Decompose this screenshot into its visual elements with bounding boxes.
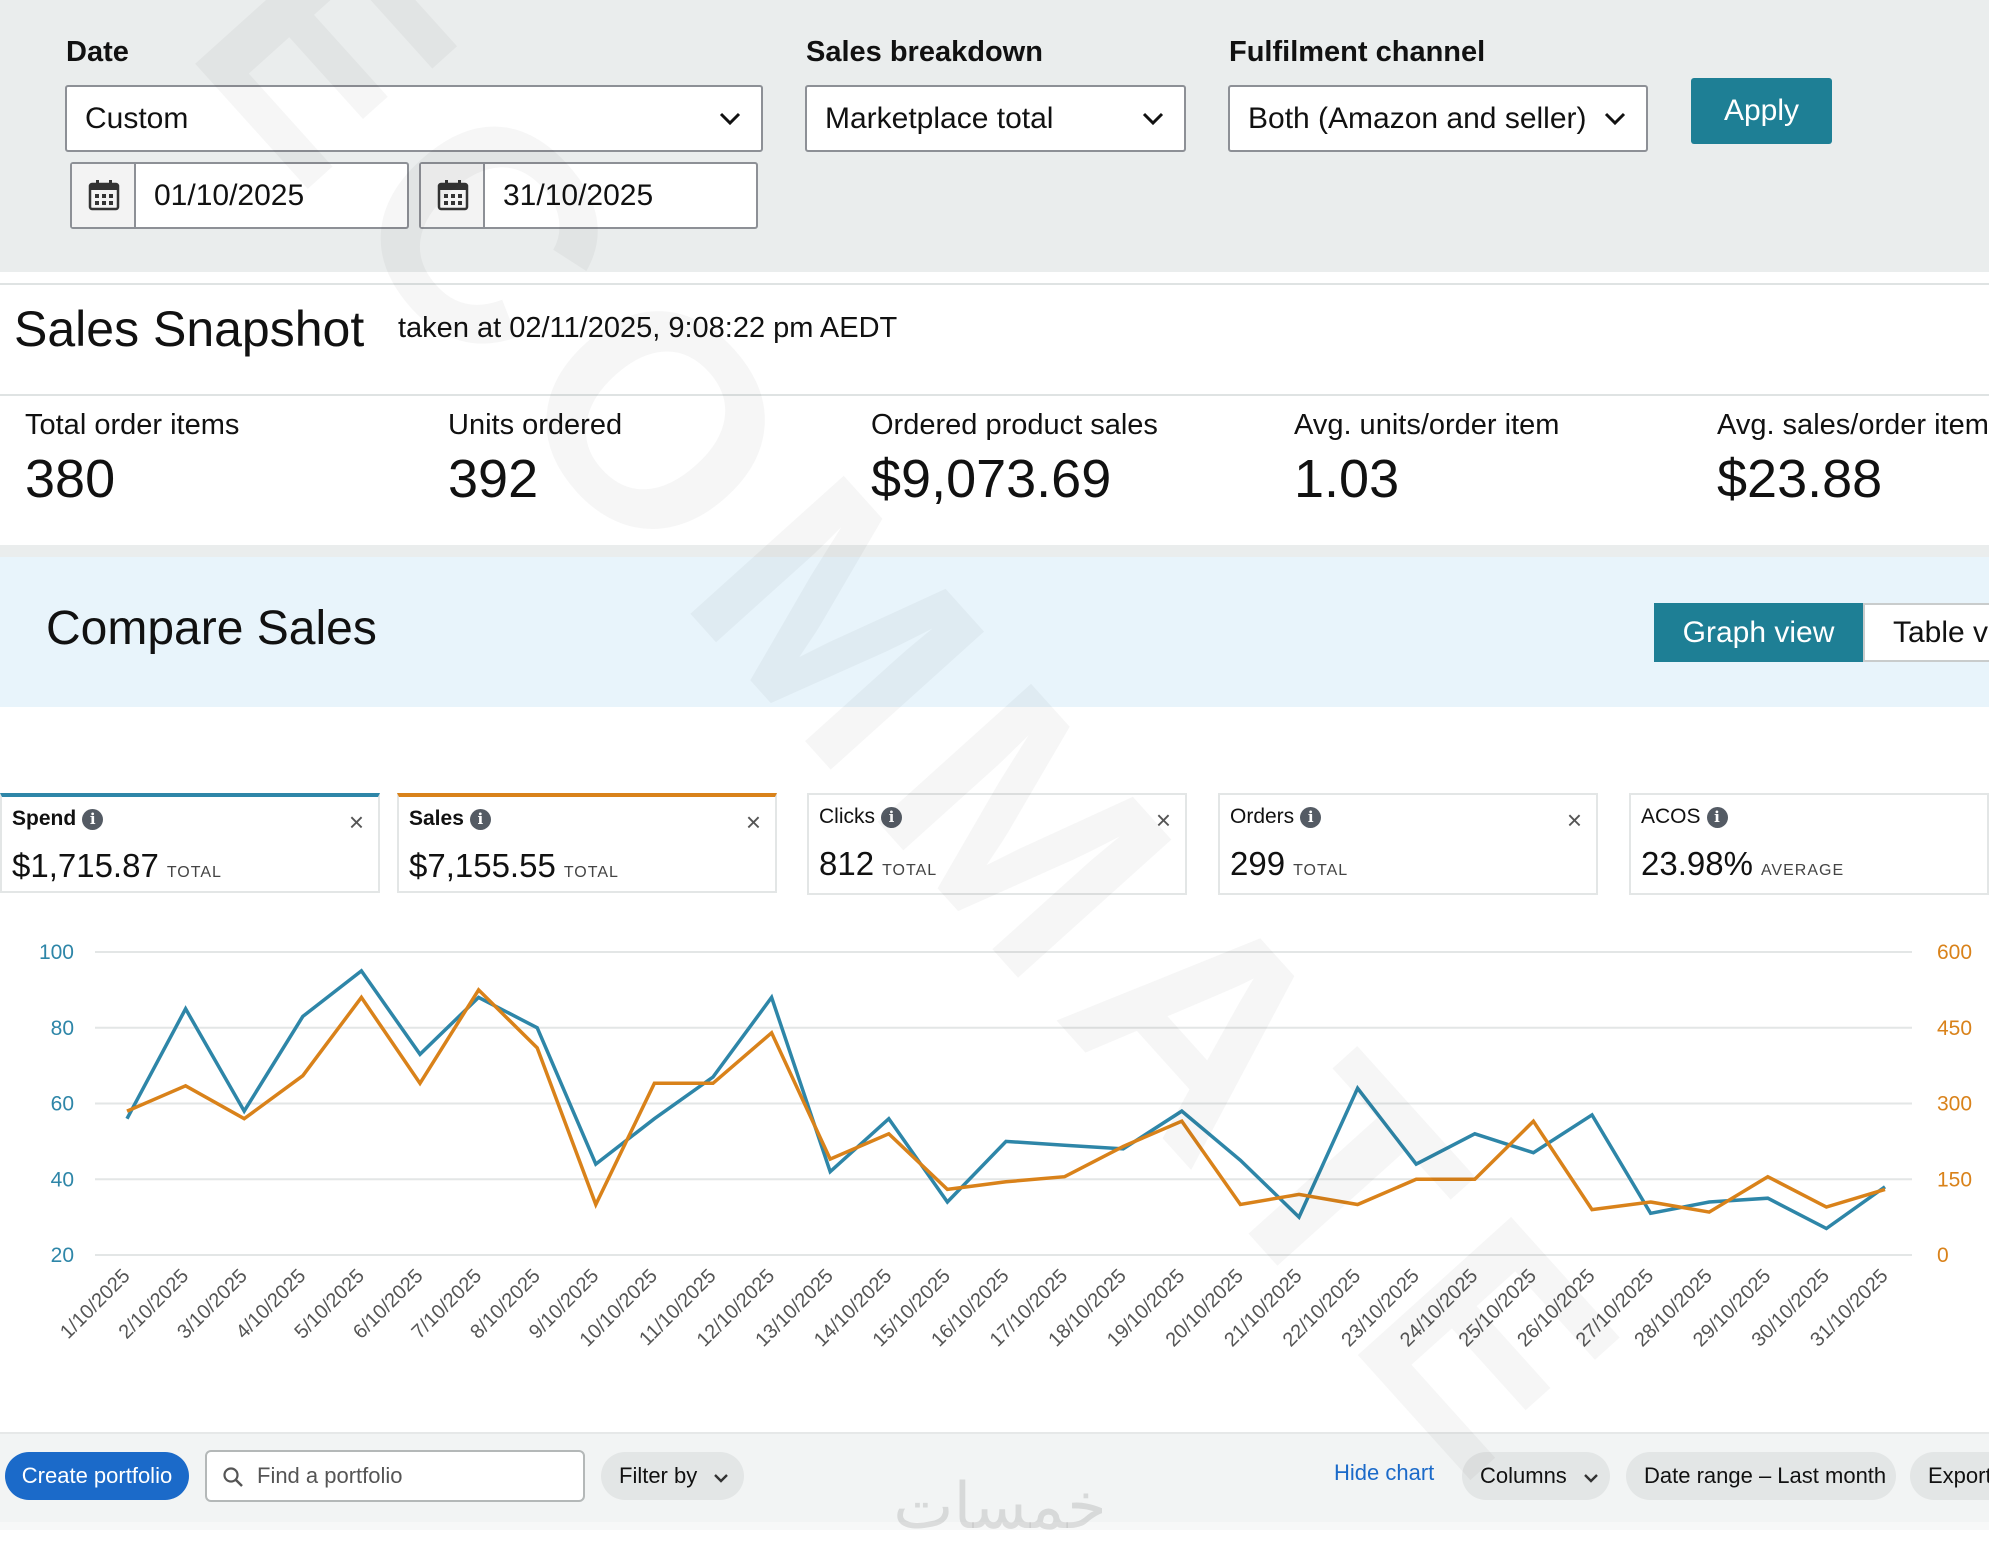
channel-label: Fulfilment channel <box>1229 36 1486 68</box>
y-right-tick-label: 300 <box>1937 1093 1972 1116</box>
close-icon[interactable]: × <box>348 807 364 837</box>
filter-by-label: Filter by <box>619 1463 698 1488</box>
card-title: Sales <box>409 807 464 830</box>
metric-card-sales[interactable]: Sales i $7,155.55 TOTAL × <box>397 793 777 893</box>
y-left-tick-label: 40 <box>51 1168 74 1191</box>
info-icon[interactable]: i <box>1706 806 1728 828</box>
info-icon[interactable]: i <box>1300 806 1322 828</box>
card-unit: TOTAL <box>882 862 938 879</box>
metric-card-acos[interactable]: ACOS i 23.98% AVERAGE <box>1629 793 1989 895</box>
breakdown-select-value: Marketplace total <box>825 102 1054 135</box>
metric-card-clicks[interactable]: Clicks i 812 TOTAL × <box>807 793 1187 895</box>
metric-value: 392 <box>448 449 539 509</box>
table-header-strip <box>0 1522 1989 1530</box>
snapshot-timestamp: taken at 02/11/2025, 9:08:22 pm AEDT <box>398 312 898 344</box>
info-icon[interactable]: i <box>469 808 491 830</box>
chevron-down-icon <box>713 1453 729 1500</box>
close-icon[interactable]: × <box>745 807 761 837</box>
columns-label: Columns <box>1480 1463 1567 1488</box>
close-icon[interactable]: × <box>1566 805 1582 835</box>
y-right-tick-label: 600 <box>1937 941 1972 964</box>
card-value: 23.98% <box>1641 845 1753 882</box>
info-icon[interactable]: i <box>881 806 902 828</box>
card-title: Clicks <box>819 805 875 828</box>
info-icon[interactable]: i <box>82 808 104 830</box>
chevron-down-icon <box>1140 87 1166 150</box>
chevron-down-icon <box>1583 1453 1599 1500</box>
close-icon[interactable]: × <box>1155 805 1171 835</box>
card-unit: TOTAL <box>166 864 222 881</box>
card-title: Spend <box>12 807 77 830</box>
channel-select[interactable]: Both (Amazon and seller) <box>1228 85 1648 152</box>
start-date-field[interactable]: 01/10/2025 <box>70 162 409 229</box>
metric-total-order-items: Total order items 380 <box>25 409 239 510</box>
date-range-button[interactable]: Date range – Last month <box>1626 1452 1896 1500</box>
date-select-value: Custom <box>85 102 189 135</box>
series-line-spend <box>125 968 1887 1231</box>
metric-value: 1.03 <box>1294 449 1400 509</box>
y-left-tick-label: 100 <box>39 941 74 964</box>
metric-label: Total order items <box>25 409 240 441</box>
card-value: $1,715.87 <box>12 847 159 884</box>
line-chart: 2040608010001503004506001/10/20252/10/20… <box>39 941 1972 1351</box>
metric-label: Units ordered <box>448 409 623 441</box>
metric-avg-sales: Avg. sales/order item $23.88 <box>1717 409 1989 510</box>
y-left-tick-label: 80 <box>51 1017 74 1040</box>
metric-value: $23.88 <box>1717 449 1883 509</box>
calendar-icon[interactable] <box>72 164 136 227</box>
snapshot-title: Sales Snapshot <box>14 301 365 357</box>
card-unit: AVERAGE <box>1760 862 1845 879</box>
date-label: Date <box>66 36 129 68</box>
chevron-down-icon <box>717 87 743 150</box>
end-date-value: 31/10/2025 <box>503 179 654 212</box>
y-left-tick-label: 60 <box>51 1093 74 1116</box>
calendar-icon[interactable] <box>421 164 485 227</box>
metric-label: Ordered product sales <box>871 409 1158 441</box>
metric-value: $9,073.69 <box>871 449 1112 509</box>
metric-label: Avg. units/order item <box>1294 409 1560 441</box>
y-right-tick-label: 450 <box>1937 1017 1972 1040</box>
metric-ordered-product-sales: Ordered product sales $9,073.69 <box>871 409 1158 510</box>
y-right-tick-label: 150 <box>1937 1168 1972 1191</box>
search-placeholder: Find a portfolio <box>257 1463 403 1488</box>
y-left-tick-label: 20 <box>51 1244 74 1267</box>
metric-units-ordered: Units ordered 392 <box>448 409 622 510</box>
columns-button[interactable]: Columns <box>1462 1452 1610 1500</box>
card-title: ACOS <box>1641 805 1701 828</box>
tab-table-view[interactable]: Table view <box>1863 603 1989 662</box>
apply-button[interactable]: Apply <box>1691 78 1832 144</box>
create-portfolio-button[interactable]: Create portfolio <box>5 1452 189 1500</box>
card-value: 299 <box>1230 845 1286 882</box>
tab-graph-view[interactable]: Graph view <box>1654 603 1863 662</box>
metric-label: Avg. sales/order item <box>1717 409 1989 441</box>
y-right-tick-label: 0 <box>1937 1244 1949 1267</box>
divider <box>0 545 1989 557</box>
export-button[interactable]: Export <box>1910 1452 1989 1500</box>
series-line-sales <box>126 987 1886 1214</box>
date-select[interactable]: Custom <box>65 85 763 152</box>
compare-sales-chart: 20 40 60 80 100 0 150 300 450 600 1/10/2025 2/10/20… <box>0 910 1989 1410</box>
portfolio-search-input[interactable]: Find a portfolio <box>205 1450 585 1502</box>
channel-select-value: Both (Amazon and seller) <box>1248 102 1587 135</box>
breakdown-select[interactable]: Marketplace total <box>805 85 1186 152</box>
filter-by-button[interactable]: Filter by <box>601 1452 744 1500</box>
start-date-value: 01/10/2025 <box>154 179 305 212</box>
card-unit: TOTAL <box>1293 862 1349 879</box>
chevron-down-icon <box>1602 87 1628 150</box>
card-value: $7,155.55 <box>409 847 556 884</box>
hide-chart-link[interactable]: Hide chart <box>1334 1460 1435 1485</box>
metric-avg-units: Avg. units/order item 1.03 <box>1294 409 1559 510</box>
search-icon <box>223 1467 243 1487</box>
snapshot-header <box>0 283 1989 396</box>
compare-sales-title: Compare Sales <box>46 602 377 655</box>
end-date-field[interactable]: 31/10/2025 <box>419 162 758 229</box>
metric-card-orders[interactable]: Orders i 299 TOTAL × <box>1218 793 1598 895</box>
card-value: 812 <box>819 845 875 882</box>
card-unit: TOTAL <box>563 864 619 881</box>
breakdown-label: Sales breakdown <box>806 36 1043 68</box>
metric-value: 380 <box>25 449 116 509</box>
card-title: Orders <box>1230 805 1295 828</box>
metric-card-spend[interactable]: Spend i $1,715.87 TOTAL × <box>0 793 380 893</box>
